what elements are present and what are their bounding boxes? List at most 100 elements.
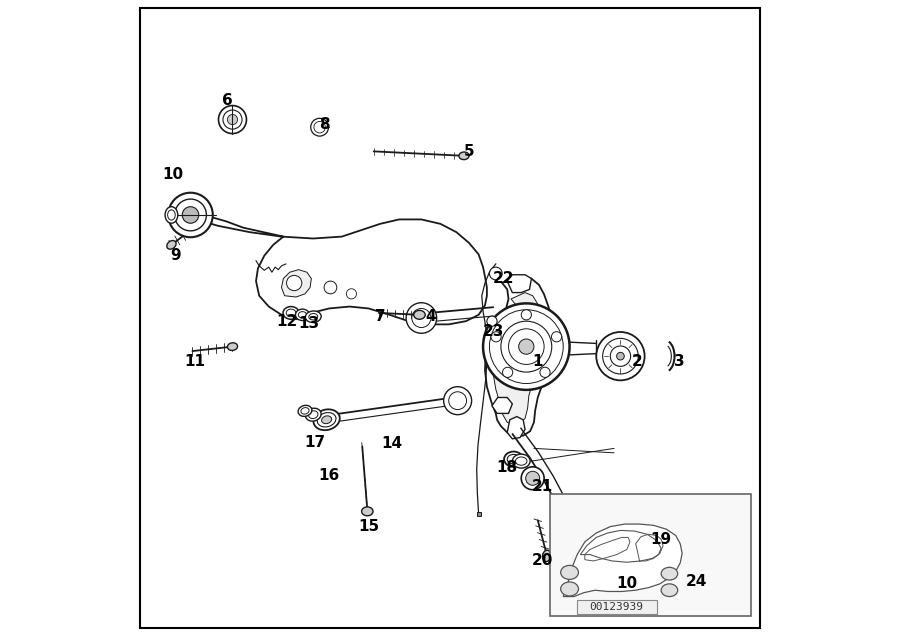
Circle shape bbox=[223, 110, 242, 129]
Ellipse shape bbox=[286, 309, 296, 317]
Text: 1: 1 bbox=[533, 354, 543, 369]
Circle shape bbox=[228, 114, 238, 125]
Text: 11: 11 bbox=[184, 354, 205, 369]
Ellipse shape bbox=[305, 311, 321, 322]
Ellipse shape bbox=[321, 416, 331, 424]
Text: 2: 2 bbox=[632, 354, 643, 369]
Ellipse shape bbox=[298, 312, 307, 318]
Text: 4: 4 bbox=[426, 309, 436, 324]
Circle shape bbox=[641, 507, 660, 526]
Ellipse shape bbox=[295, 309, 310, 321]
Text: 3: 3 bbox=[673, 354, 684, 369]
Polygon shape bbox=[580, 530, 662, 562]
Ellipse shape bbox=[516, 457, 527, 465]
Text: 5: 5 bbox=[464, 144, 474, 159]
Circle shape bbox=[521, 310, 531, 320]
Text: 00123939: 00123939 bbox=[590, 602, 644, 612]
Circle shape bbox=[483, 303, 570, 390]
Ellipse shape bbox=[305, 408, 321, 421]
Ellipse shape bbox=[543, 550, 551, 562]
Text: 22: 22 bbox=[492, 271, 514, 286]
Ellipse shape bbox=[508, 454, 520, 464]
Circle shape bbox=[490, 267, 502, 280]
Ellipse shape bbox=[165, 207, 178, 223]
Circle shape bbox=[540, 367, 550, 377]
Circle shape bbox=[632, 558, 650, 576]
Text: 21: 21 bbox=[532, 479, 553, 494]
Text: 12: 12 bbox=[276, 314, 298, 329]
Circle shape bbox=[182, 207, 199, 223]
Circle shape bbox=[526, 471, 540, 485]
Bar bbox=[577, 600, 657, 614]
Circle shape bbox=[324, 281, 337, 294]
Ellipse shape bbox=[662, 584, 678, 597]
Text: 23: 23 bbox=[483, 324, 505, 340]
Circle shape bbox=[508, 329, 544, 364]
Circle shape bbox=[490, 310, 563, 384]
Text: 8: 8 bbox=[319, 116, 329, 132]
Circle shape bbox=[598, 556, 622, 579]
Text: 9: 9 bbox=[170, 248, 181, 263]
Circle shape bbox=[219, 106, 247, 134]
Text: 6: 6 bbox=[222, 93, 233, 108]
Polygon shape bbox=[477, 512, 481, 516]
Ellipse shape bbox=[595, 560, 625, 575]
Circle shape bbox=[491, 332, 501, 342]
Ellipse shape bbox=[283, 307, 299, 319]
Text: 18: 18 bbox=[497, 460, 518, 475]
Circle shape bbox=[597, 332, 644, 380]
Circle shape bbox=[521, 467, 544, 490]
Circle shape bbox=[502, 367, 513, 377]
Text: 17: 17 bbox=[304, 434, 326, 450]
Circle shape bbox=[314, 121, 325, 133]
Bar bbox=[551, 494, 751, 616]
Circle shape bbox=[168, 193, 212, 237]
Circle shape bbox=[412, 308, 431, 328]
Ellipse shape bbox=[561, 565, 579, 579]
Circle shape bbox=[594, 551, 626, 584]
Circle shape bbox=[444, 387, 472, 415]
Circle shape bbox=[518, 339, 534, 354]
Polygon shape bbox=[493, 293, 545, 425]
Polygon shape bbox=[485, 277, 555, 436]
Polygon shape bbox=[508, 275, 531, 293]
Circle shape bbox=[346, 289, 356, 299]
Text: 19: 19 bbox=[651, 532, 671, 547]
Circle shape bbox=[501, 321, 552, 372]
Circle shape bbox=[616, 352, 625, 360]
Ellipse shape bbox=[362, 507, 373, 516]
Polygon shape bbox=[191, 215, 487, 324]
Polygon shape bbox=[508, 417, 525, 439]
Polygon shape bbox=[563, 524, 682, 597]
Circle shape bbox=[449, 392, 466, 410]
Circle shape bbox=[310, 118, 328, 136]
Ellipse shape bbox=[309, 314, 318, 320]
Ellipse shape bbox=[414, 310, 425, 319]
Ellipse shape bbox=[298, 405, 312, 417]
Circle shape bbox=[175, 199, 206, 231]
Text: 15: 15 bbox=[358, 519, 379, 534]
Text: 7: 7 bbox=[374, 309, 385, 324]
Ellipse shape bbox=[309, 411, 318, 418]
Ellipse shape bbox=[301, 408, 309, 414]
Circle shape bbox=[487, 316, 497, 326]
Ellipse shape bbox=[317, 413, 336, 427]
Circle shape bbox=[552, 332, 562, 342]
Ellipse shape bbox=[166, 240, 176, 249]
Ellipse shape bbox=[167, 210, 176, 220]
Ellipse shape bbox=[313, 410, 340, 430]
Ellipse shape bbox=[561, 582, 579, 596]
Text: 14: 14 bbox=[381, 436, 402, 452]
Circle shape bbox=[286, 275, 302, 291]
Ellipse shape bbox=[228, 343, 238, 350]
Text: 16: 16 bbox=[319, 468, 340, 483]
Ellipse shape bbox=[512, 454, 530, 468]
Text: 10: 10 bbox=[616, 576, 637, 591]
Circle shape bbox=[406, 303, 436, 333]
Polygon shape bbox=[282, 270, 311, 297]
Text: 10: 10 bbox=[162, 167, 184, 182]
Text: 24: 24 bbox=[686, 574, 707, 589]
Text: 13: 13 bbox=[298, 315, 320, 331]
Ellipse shape bbox=[662, 567, 678, 580]
Ellipse shape bbox=[459, 152, 469, 160]
